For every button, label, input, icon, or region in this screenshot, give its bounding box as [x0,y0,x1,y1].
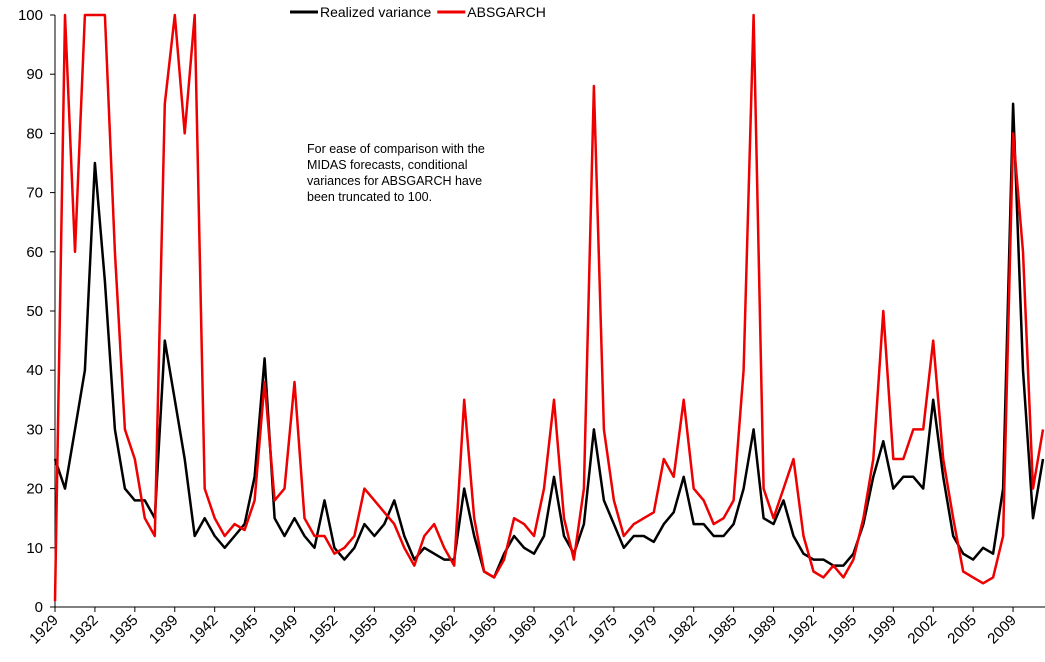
x-tick-label: 2005 [944,612,980,648]
y-tick-label: 30 [26,421,43,438]
y-tick-label: 90 [26,66,43,83]
x-tick-label: 1929 [26,612,62,648]
y-tick-label: 0 [35,599,43,616]
x-tick-label: 1939 [146,612,182,648]
legend-label: Realized variance [320,4,431,20]
line-series [53,13,1045,602]
x-tick-label: 1972 [545,612,581,648]
x-tick-label: 1955 [346,612,382,648]
annotation: For ease of comparison with the [307,142,485,156]
y-tick-label: 60 [26,244,43,261]
y-tick-label: 40 [26,362,43,379]
x-tick-label: 1949 [266,612,302,648]
x-tick-label: 1975 [585,612,621,648]
x-tick-label: 1979 [625,612,661,648]
x-tick-label: 1989 [745,612,781,648]
x-tick-label: 1999 [865,612,901,648]
x-tick-label: 1969 [505,612,541,648]
x-tick-label: 1982 [665,612,701,648]
annotation: variances for ABSGARCH have [307,174,482,188]
y-tick-label: 80 [26,125,43,142]
y-tick-label: 70 [26,185,43,202]
x-tick-label: 1965 [465,612,501,648]
x-tick-label: 1995 [825,612,861,648]
x-tick-label: 1932 [66,612,102,648]
annotation: MIDAS forecasts, conditional [307,158,468,172]
y-tick-label: 20 [26,481,43,498]
y-tick-label: 100 [18,7,43,24]
x-tick-label: 1962 [425,612,461,648]
x-tick-label: 1942 [186,612,222,648]
x-tick-label: 1959 [385,612,421,648]
x-tick-label: 1952 [306,612,342,648]
legend-label: ABSGARCH [467,4,546,20]
x-tick-label: 2002 [904,612,940,648]
x-tick-label: 1945 [226,612,262,648]
x-tick-label: 1992 [785,612,821,648]
x-tick-label: 1985 [705,612,741,648]
x-tick-label: 2009 [984,612,1020,648]
y-tick-label: 50 [26,303,43,320]
y-tick-label: 10 [26,540,43,557]
line-series [53,102,1045,579]
x-tick-label: 1935 [106,612,142,648]
annotation: been truncated to 100. [307,190,432,204]
